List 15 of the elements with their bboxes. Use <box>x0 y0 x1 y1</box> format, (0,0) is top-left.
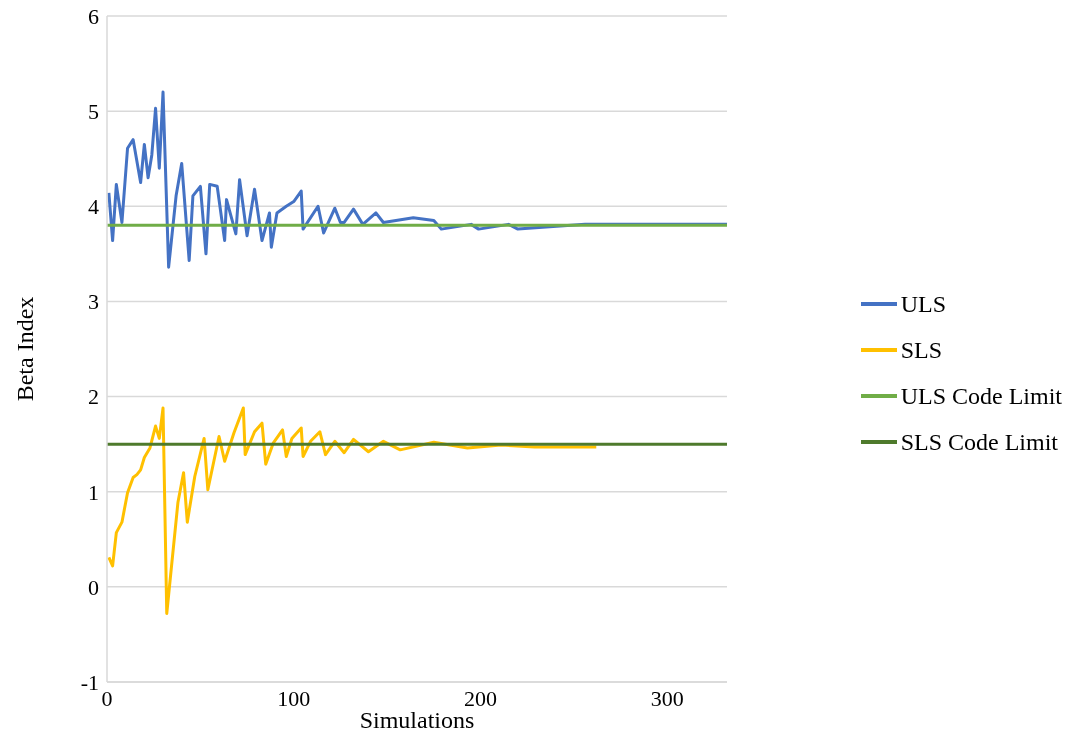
y-tick-label: 3 <box>88 289 99 315</box>
y-tick-label: 2 <box>88 384 99 410</box>
legend-label: ULS <box>900 290 946 318</box>
x-tick-label: 300 <box>650 685 684 711</box>
y-tick-label: 5 <box>88 98 99 124</box>
y-tick-label: 4 <box>88 194 99 220</box>
x-tick-label: 100 <box>277 685 311 711</box>
legend-label: SLS Code Limit <box>900 428 1059 456</box>
y-axis-title: Beta Index <box>11 296 38 402</box>
y-tick-label: 1 <box>88 479 99 505</box>
y-tick-label: -1 <box>80 669 99 695</box>
legend-label: ULS Code Limit <box>900 382 1062 410</box>
y-tick-label: 0 <box>88 574 99 600</box>
y-tick-label: 6 <box>88 3 99 29</box>
legend-label: SLS <box>900 336 943 364</box>
